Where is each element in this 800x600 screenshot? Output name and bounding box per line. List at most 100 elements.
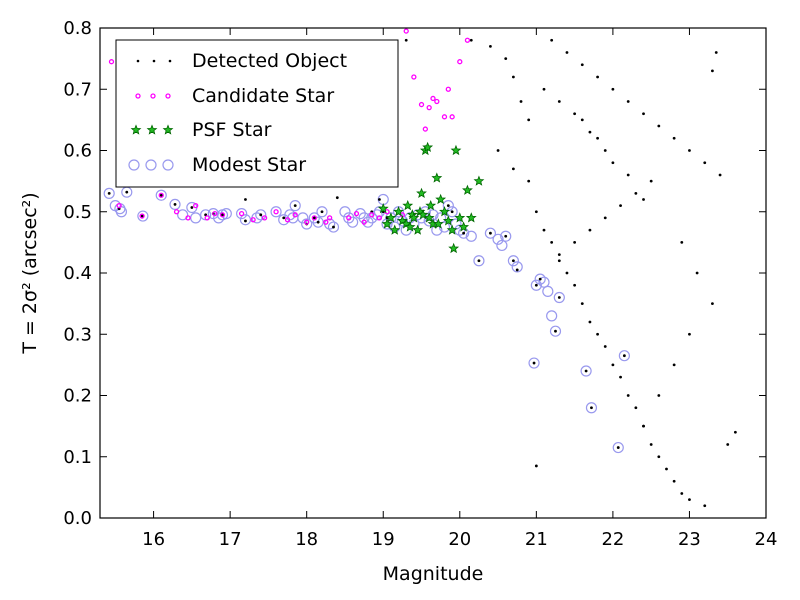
modest-star-point xyxy=(511,261,523,273)
detected-object-point xyxy=(703,161,707,165)
modest-star-point xyxy=(612,441,624,454)
modest-star-point xyxy=(270,206,282,218)
modest-star-point xyxy=(137,210,149,222)
detected-object-point xyxy=(489,44,492,48)
detected-object-point xyxy=(626,173,630,177)
detected-object-point xyxy=(657,394,661,397)
psf-star-point xyxy=(473,175,485,186)
detected-object-point xyxy=(527,179,531,183)
x-tick-label: 22 xyxy=(601,529,624,550)
y-tick-label: 0.8 xyxy=(63,18,92,39)
candidate-star-point xyxy=(139,213,145,219)
legend-swatch-psf xyxy=(146,124,158,135)
detected-object-point xyxy=(519,100,523,103)
psf-star-point xyxy=(381,218,393,229)
psf-star-point xyxy=(404,221,416,232)
detected-object-point xyxy=(159,193,163,197)
modest-star-point xyxy=(236,207,248,220)
legend-swatch-psf xyxy=(162,124,174,135)
detected-object-point xyxy=(580,63,584,67)
legend-swatch-detected xyxy=(168,59,172,63)
x-tick-label: 23 xyxy=(678,529,701,550)
detected-object-point xyxy=(332,225,335,229)
detected-object-point xyxy=(450,210,454,214)
detected-object-point xyxy=(557,253,561,257)
y-tick-label: 0.0 xyxy=(63,508,92,529)
y-tick-label: 0.5 xyxy=(63,202,92,223)
detected-object-point xyxy=(496,149,500,152)
modest-star-point xyxy=(500,230,512,242)
modest-star-point xyxy=(530,279,542,291)
detected-object-point xyxy=(619,375,622,379)
detected-object-point xyxy=(672,136,676,140)
detected-object-point xyxy=(619,204,622,208)
candidate-star-point xyxy=(353,210,360,217)
x-tick-label: 19 xyxy=(372,529,395,550)
detected-object-point xyxy=(714,51,718,54)
modest-star-point xyxy=(297,212,309,224)
legend-item-detected: Detected Object xyxy=(136,50,347,72)
candidate-star-point xyxy=(250,217,256,223)
candidate-star-point xyxy=(284,217,291,223)
candidate-star-point xyxy=(158,192,164,198)
candidate-star-point xyxy=(422,126,428,132)
detected-object-point xyxy=(511,259,515,263)
y-tick-label: 0.3 xyxy=(63,324,92,345)
detected-object-point xyxy=(404,38,408,42)
psf-star-point xyxy=(417,209,429,220)
candidate-star-point xyxy=(116,202,122,209)
psf-star-point xyxy=(385,212,397,223)
detected-object-point xyxy=(596,136,599,140)
legend-swatch-candidate xyxy=(165,93,171,99)
detected-object-point xyxy=(173,203,177,206)
detected-object-point xyxy=(565,271,569,275)
legend: Detected Object Candidate Star PSF Star … xyxy=(115,39,399,188)
detected-object-point xyxy=(573,112,577,116)
psf-star-point xyxy=(412,224,424,235)
psf-star-point xyxy=(435,193,447,205)
candidate-star-point xyxy=(449,114,455,120)
legend-label-modest: Modest Star xyxy=(192,154,306,176)
modest-star-point xyxy=(347,216,359,228)
modest-star-point xyxy=(538,276,550,288)
detected-object-point xyxy=(316,220,320,224)
modest-star-point xyxy=(473,255,485,267)
detected-object-point xyxy=(616,446,620,449)
modest-star-point xyxy=(542,285,554,297)
candidate-star-point xyxy=(426,104,432,111)
detected-object-point xyxy=(665,467,668,471)
detected-object-point xyxy=(590,406,593,410)
detected-object-point xyxy=(642,424,645,428)
modest-star-point xyxy=(371,209,383,221)
modest-star-point xyxy=(289,200,301,212)
detected-object-point xyxy=(603,149,607,152)
detected-object-point xyxy=(626,100,630,103)
psf-star-point xyxy=(393,206,404,217)
detected-object-point xyxy=(504,234,508,238)
modest-star-point xyxy=(496,239,508,252)
psf-star-point xyxy=(431,172,443,183)
psf-star-point xyxy=(389,224,401,235)
candidate-star-point xyxy=(212,210,218,217)
detected-object-point xyxy=(532,361,536,365)
legend-swatch-modest xyxy=(128,159,140,171)
candidate-star-point xyxy=(219,212,226,218)
detected-object-point xyxy=(221,213,224,217)
legend-label-detected: Detected Object xyxy=(192,50,347,72)
detected-object-point xyxy=(603,345,607,348)
psf-star-point xyxy=(458,221,470,232)
legend-swatch-detected xyxy=(136,59,140,63)
detected-object-point xyxy=(534,210,538,214)
detected-object-point xyxy=(695,271,699,275)
detected-object-point xyxy=(511,75,515,79)
modest-star-point xyxy=(580,365,592,377)
x-tick-label: 24 xyxy=(755,529,778,550)
legend-swatch-candidate xyxy=(150,93,156,99)
detected-object-point xyxy=(642,198,645,201)
modest-star-point xyxy=(155,189,167,201)
detected-object-point xyxy=(557,259,561,263)
axis-ticks: 16 17 18 19 20 21 22 23 24 0.0 0.1 0.2 0.3 0.4 0.5 0.6 0… xyxy=(63,18,777,550)
candidate-star-point xyxy=(430,95,436,102)
detected-object-point xyxy=(469,38,473,42)
detected-object-point xyxy=(477,259,481,263)
